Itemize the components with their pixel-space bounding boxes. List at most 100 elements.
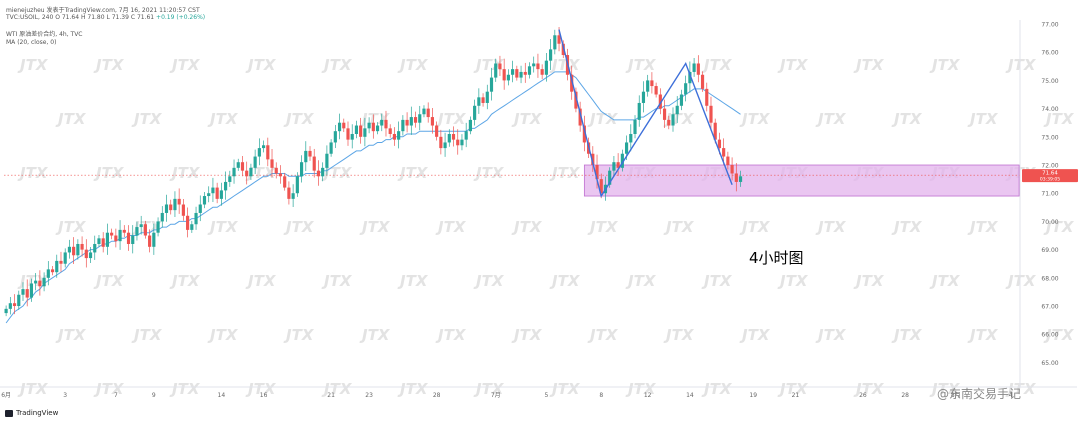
tradingview-logo[interactable]: TradingView bbox=[5, 409, 58, 417]
candle-body bbox=[679, 94, 684, 106]
jtx-watermark: JTX bbox=[1043, 326, 1075, 344]
jtx-watermark: JTX bbox=[777, 272, 809, 290]
ma-indicator-label[interactable]: MA (20, close, 0) bbox=[6, 39, 57, 46]
candle bbox=[101, 232, 105, 253]
jtx-watermark: JTX bbox=[777, 380, 809, 398]
candle bbox=[240, 155, 245, 177]
jtx-watermark: JTX bbox=[739, 218, 771, 236]
candle-body bbox=[194, 212, 198, 225]
jtx-watermark: JTX bbox=[701, 272, 733, 290]
instrument-title: WTI 原油差价合约, 4h, TVC bbox=[6, 31, 83, 38]
candle bbox=[595, 154, 599, 189]
jtx-watermark: JTX bbox=[359, 218, 391, 236]
price-tick-label: 73.00 bbox=[1041, 134, 1058, 141]
candle-body bbox=[392, 133, 397, 140]
jtx-watermark: JTX bbox=[967, 110, 999, 128]
candle bbox=[468, 116, 472, 135]
candle-body bbox=[608, 170, 612, 185]
candle bbox=[540, 64, 544, 80]
candle bbox=[367, 117, 371, 134]
candle bbox=[460, 134, 464, 151]
jtx-watermark: JTX bbox=[55, 326, 87, 344]
candle-body bbox=[55, 260, 59, 273]
candle bbox=[375, 122, 380, 135]
candle-body bbox=[253, 156, 257, 168]
candle-body bbox=[321, 167, 325, 177]
candle-body bbox=[249, 167, 253, 177]
jtx-watermark: JTX bbox=[435, 110, 467, 128]
jtx-watermark: JTX bbox=[397, 272, 429, 290]
candle bbox=[705, 82, 709, 112]
candle bbox=[160, 206, 164, 228]
jtx-watermark: JTX bbox=[321, 272, 353, 290]
candle bbox=[249, 163, 253, 180]
time-tick-label: 7 bbox=[114, 392, 118, 399]
candle bbox=[152, 223, 156, 255]
candle bbox=[616, 153, 620, 176]
time-tick-label: 4 bbox=[1009, 392, 1013, 399]
candle-body bbox=[730, 165, 734, 174]
candle bbox=[405, 112, 409, 133]
candle-body bbox=[228, 176, 232, 182]
candle-body bbox=[299, 162, 304, 177]
time-tick-label: 6月 bbox=[1, 392, 11, 399]
candle-body bbox=[143, 224, 147, 236]
jtx-watermark: JTX bbox=[511, 218, 543, 236]
candle bbox=[110, 228, 114, 240]
candle-body bbox=[671, 114, 675, 126]
candle bbox=[688, 61, 692, 93]
candle-body bbox=[169, 204, 173, 211]
candle-body bbox=[371, 122, 375, 132]
candle-body bbox=[405, 119, 409, 126]
price-tick-label: 76.00 bbox=[1041, 50, 1058, 57]
candle-body bbox=[148, 235, 152, 247]
candle-body bbox=[38, 280, 42, 287]
jtx-watermark: JTX bbox=[663, 110, 695, 128]
candle bbox=[549, 38, 553, 71]
price-tick-label: 66.00 bbox=[1041, 332, 1058, 339]
candle-body bbox=[224, 181, 228, 191]
candle-body bbox=[308, 150, 312, 157]
candle bbox=[173, 191, 177, 217]
candle-body bbox=[152, 232, 156, 247]
candle-body bbox=[245, 170, 249, 177]
time-tick-label: 21 bbox=[792, 392, 800, 399]
candle bbox=[641, 81, 646, 113]
candle-body bbox=[595, 165, 599, 180]
candle-body bbox=[375, 125, 380, 132]
candle-body bbox=[291, 193, 295, 199]
candle bbox=[380, 113, 384, 132]
jtx-watermark: JTX bbox=[587, 326, 619, 344]
candle-body bbox=[726, 156, 730, 166]
time-tick-label: 5 bbox=[544, 392, 548, 399]
candle-body bbox=[202, 196, 207, 205]
candle-body bbox=[494, 63, 498, 78]
candle bbox=[181, 199, 185, 221]
candle-body bbox=[650, 80, 654, 87]
jtx-watermark: JTX bbox=[17, 164, 49, 182]
candle bbox=[186, 207, 190, 238]
candle bbox=[684, 75, 688, 102]
candle bbox=[17, 290, 21, 310]
candle bbox=[97, 234, 101, 248]
jtx-watermark: JTX bbox=[777, 56, 809, 74]
time-tick-label: 28 bbox=[433, 392, 441, 399]
candle bbox=[629, 124, 633, 152]
candle bbox=[570, 65, 574, 100]
candle bbox=[494, 58, 498, 82]
candle-body bbox=[156, 221, 160, 233]
jtx-watermark: JTX bbox=[169, 272, 201, 290]
candle bbox=[608, 167, 612, 188]
candle-body bbox=[304, 150, 308, 163]
candle bbox=[164, 194, 169, 222]
candle-body bbox=[616, 162, 620, 168]
change-value: +0.19 (+0.26%) bbox=[156, 14, 206, 21]
candle-body bbox=[325, 153, 329, 168]
jtx-watermark: JTX bbox=[511, 326, 543, 344]
candle bbox=[312, 148, 316, 178]
candle-body bbox=[430, 117, 434, 126]
jtx-watermark: JTX bbox=[397, 164, 429, 182]
candle bbox=[675, 96, 679, 124]
